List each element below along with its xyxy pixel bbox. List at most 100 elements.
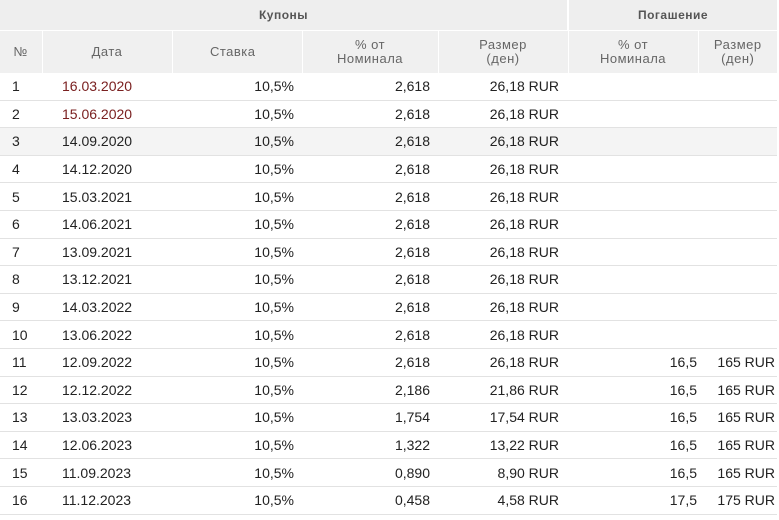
cell-redemption-percent [568, 210, 698, 239]
cell-size: 8,90 RUR [438, 458, 568, 487]
coupons-group-header: Купоны [0, 0, 569, 31]
cell-redemption-size [698, 100, 778, 129]
cell-rate: 10,5% [172, 458, 302, 487]
cell-redemption-percent [568, 320, 698, 349]
col-header-rate: Ставка [172, 30, 303, 73]
cell-number: 11 [0, 348, 42, 377]
table-row: 7 13.09.2021 10,5% 2,618 26,18 RUR [0, 238, 778, 267]
cell-number: 10 [0, 320, 42, 349]
cell-size: 21,86 RUR [438, 376, 568, 405]
table-row: 4 14.12.2020 10,5% 2,618 26,18 RUR [0, 155, 778, 184]
cell-number: 2 [0, 100, 42, 129]
cell-date: 11.09.2023 [42, 458, 172, 487]
cell-date: 14.09.2020 [42, 127, 172, 156]
table-row: 11 12.09.2022 10,5% 2,618 26,18 RUR 16,5 165 R… [0, 348, 778, 377]
cell-redemption-size [698, 73, 778, 101]
cell-date: 15.06.2020 [42, 100, 172, 129]
cell-number: 14 [0, 431, 42, 460]
cell-redemption-percent [568, 127, 698, 156]
cell-size: 26,18 RUR [438, 265, 568, 294]
cell-redemption-percent: 16,5 [568, 376, 698, 405]
cell-rate: 10,5% [172, 100, 302, 129]
cell-percent-nominal: 2,618 [302, 293, 438, 322]
cell-redemption-percent: 16,5 [568, 348, 698, 377]
cell-redemption-size [698, 293, 778, 322]
group-header-row: Купоны Погашение [0, 0, 778, 31]
cell-number: 15 [0, 458, 42, 487]
cell-percent-nominal: 2,618 [302, 320, 438, 349]
table-row: 6 14.06.2021 10,5% 2,618 26,18 RUR [0, 210, 778, 239]
cell-redemption-percent [568, 293, 698, 322]
col-header-redemption-percent-line2: Номинала [599, 51, 667, 66]
col-header-size-line2: (ден) [486, 51, 520, 66]
cell-rate: 10,5% [172, 348, 302, 377]
cell-percent-nominal: 2,618 [302, 127, 438, 156]
table-row: 5 15.03.2021 10,5% 2,618 26,18 RUR [0, 182, 778, 211]
cell-size: 4,58 RUR [438, 486, 568, 515]
col-header-redemption-percent: % от Номинала [568, 30, 699, 73]
cell-date: 12.12.2022 [42, 376, 172, 405]
cell-size: 26,18 RUR [438, 182, 568, 211]
cell-percent-nominal: 1,754 [302, 403, 438, 432]
cell-rate: 10,5% [172, 265, 302, 294]
cell-redemption-percent: 16,5 [568, 458, 698, 487]
cell-rate: 10,5% [172, 403, 302, 432]
col-header-size: Размер (ден) [438, 30, 569, 73]
cell-number: 16 [0, 486, 42, 515]
cell-number: 6 [0, 210, 42, 239]
cell-redemption-percent [568, 155, 698, 184]
cell-number: 13 [0, 403, 42, 432]
cell-date: 13.03.2023 [42, 403, 172, 432]
cell-redemption-percent: 17,5 [568, 486, 698, 515]
cell-number: 3 [0, 127, 42, 156]
cell-redemption-size [698, 182, 778, 211]
cell-date: 15.03.2021 [42, 182, 172, 211]
cell-size: 26,18 RUR [438, 320, 568, 349]
col-header-date: Дата [42, 30, 173, 73]
cell-size: 26,18 RUR [438, 73, 568, 101]
cell-date: 16.03.2020 [42, 73, 172, 101]
cell-date: 14.06.2021 [42, 210, 172, 239]
table-row: 1 16.03.2020 10,5% 2,618 26,18 RUR [0, 73, 778, 101]
cell-redemption-size: 165 RUR [698, 376, 778, 405]
cell-size: 13,22 RUR [438, 431, 568, 460]
cell-rate: 10,5% [172, 320, 302, 349]
cell-rate: 10,5% [172, 238, 302, 267]
cell-percent-nominal: 2,618 [302, 348, 438, 377]
cell-redemption-size: 165 RUR [698, 431, 778, 460]
col-header-percent-line2: Номинала [336, 51, 404, 66]
cell-rate: 10,5% [172, 127, 302, 156]
cell-rate: 10,5% [172, 376, 302, 405]
cell-date: 11.12.2023 [42, 486, 172, 515]
col-header-percent-line1: % от [354, 37, 386, 52]
cell-date: 13.12.2021 [42, 265, 172, 294]
cell-number: 8 [0, 265, 42, 294]
cell-number: 9 [0, 293, 42, 322]
cell-redemption-size [698, 210, 778, 239]
cell-number: 5 [0, 182, 42, 211]
table-row: 14 12.06.2023 10,5% 1,322 13,22 RUR 16,5 165 R… [0, 431, 778, 460]
cell-size: 26,18 RUR [438, 293, 568, 322]
cell-date: 14.12.2020 [42, 155, 172, 184]
cell-percent-nominal: 2,618 [302, 265, 438, 294]
cell-percent-nominal: 0,890 [302, 458, 438, 487]
cell-date: 14.03.2022 [42, 293, 172, 322]
cell-number: 12 [0, 376, 42, 405]
table-row: 13 13.03.2023 10,5% 1,754 17,54 RUR 16,5 165 R… [0, 403, 778, 432]
column-header-row: № Дата Ставка % от Номинала Размер (ден)… [0, 30, 778, 73]
table-row: 9 14.03.2022 10,5% 2,618 26,18 RUR [0, 293, 778, 322]
cell-redemption-size: 165 RUR [698, 458, 778, 487]
cell-percent-nominal: 2,618 [302, 100, 438, 129]
cell-percent-nominal: 2,618 [302, 73, 438, 101]
cell-size: 26,18 RUR [438, 210, 568, 239]
col-header-percent-nominal: % от Номинала [302, 30, 439, 73]
cell-redemption-percent [568, 182, 698, 211]
col-header-number: № [0, 30, 43, 73]
cell-size: 26,18 RUR [438, 348, 568, 377]
col-header-redemption-size-line2: (ден) [721, 51, 755, 66]
cell-size: 26,18 RUR [438, 100, 568, 129]
cell-percent-nominal: 2,186 [302, 376, 438, 405]
cell-redemption-percent: 16,5 [568, 403, 698, 432]
cell-rate: 10,5% [172, 431, 302, 460]
table-row: 2 15.06.2020 10,5% 2,618 26,18 RUR [0, 100, 778, 129]
